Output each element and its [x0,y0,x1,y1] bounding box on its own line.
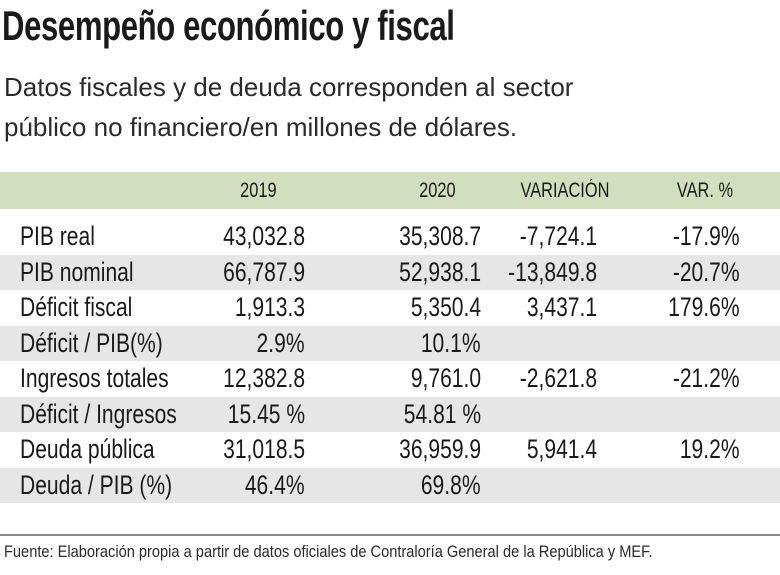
cell-text: 35,308.7 [399,221,481,251]
table-cell: 1,913.3 [105,290,305,325]
cell-text: -2,621.8 [519,363,597,393]
cell-text: 179.6% [668,292,740,322]
row-label: Deuda / PIB (%) [20,468,215,503]
column-header-text: 2019 [239,179,277,202]
table-cell: 9,761.0 [281,361,481,396]
table-cell: 54.81 % [281,397,481,432]
cell-text: Deuda pública [20,434,155,464]
table-cell: 52,938.1 [281,255,481,290]
cell-text: 2.9% [256,327,305,358]
cell-text: 19.2% [680,434,740,464]
cell-text: -7,724.1 [519,221,597,251]
cell-text: 1,913.3 [234,292,305,322]
cell-text: Ingresos totales [20,363,169,393]
column-header: 2020 [367,172,507,209]
table-cell: 5,350.4 [281,290,481,325]
cell-text: 66,787.9 [223,256,305,287]
column-header: VARIACIÓN [495,172,635,209]
column-header-text: 2020 [418,179,456,202]
column-header-text: VAR. % [676,179,734,202]
cell-text: -20.7% [673,256,740,287]
table-row: Ingresos totales 12,382.8 9,761.0 -2,621.8 -… [0,361,780,396]
subtitle-line-1: Datos fiscales y de deuda corresponden a… [4,72,574,102]
table-row: PIB nominal 66,787.9 52,938.1 -13,849.8 -20.… [0,254,780,290]
cell-text: PIB nominal [20,256,134,287]
table-cell: 35,308.7 [281,219,481,254]
cell-text: 36,959.9 [399,434,481,464]
cell-text: Déficit / Ingresos [20,398,177,429]
table-cell: -2,621.8 [397,361,597,396]
column-header: VAR. % [635,172,775,209]
table-cell: -21.2% [540,361,740,396]
table-cell: 2.9% [105,326,305,361]
cell-text: 52,938.1 [399,256,481,287]
table-cell: 12,382.8 [105,361,305,396]
cell-text: PIB real [20,221,95,251]
source-text: Fuente: Elaboración propia a partir de d… [4,542,653,561]
table-row: Déficit fiscal 1,913.3 5,350.4 3,437.1 179.6… [0,290,780,325]
table-cell: 36,959.9 [281,432,481,467]
table-row: PIB real 43,032.8 35,308.7 -7,724.1 -17.9% [0,219,780,254]
cell-text: 43,032.8 [223,221,305,251]
divider [0,534,780,536]
cell-text: 54.81 % [403,398,481,429]
cell-text: 3,437.1 [526,292,597,322]
table-cell: 66,787.9 [105,255,305,290]
column-header-text: VARIACIÓN [520,179,610,202]
table-row: Déficit / Ingresos 15.45 % 54.81 % [0,396,780,432]
table-cell: -17.9% [540,219,740,254]
table-cell: 5,941.4 [397,432,597,467]
column-header: 2019 [188,172,328,209]
cell-text: -17.9% [673,221,740,251]
table-cell: 3,437.1 [397,290,597,325]
table-cell: 43,032.8 [105,219,305,254]
cell-text: 10.1% [421,327,481,358]
table-cell [540,468,740,503]
table-cell: 15.45 % [105,397,305,432]
table-cell: 179.6% [540,290,740,325]
table-cell: 31,018.5 [105,432,305,467]
row-label: PIB real [20,219,116,254]
table-row: Déficit / PIB(%) 2.9% 10.1% [0,325,780,361]
cell-text: 12,382.8 [223,363,305,393]
row-label: Déficit fiscal [20,290,164,325]
cell-text: 69.8% [421,469,481,500]
table-cell: 10.1% [281,326,481,361]
cell-text: -21.2% [673,363,740,393]
cell-text: 5,941.4 [526,434,597,464]
cell-text: Déficit fiscal [20,292,133,322]
table-row: Deuda pública 31,018.5 36,959.9 5,941.4 19.2… [0,432,780,467]
table-cell [540,397,740,432]
table-cell [540,326,740,361]
table-cell: -13,849.8 [397,255,597,290]
cell-text: 46.4% [245,469,305,500]
table-cell: 19.2% [540,432,740,467]
page-title: Desempeño económico y fiscal [2,2,614,50]
cell-text: 15.45 % [227,398,305,429]
cell-text: Deuda / PIB (%) [20,469,173,500]
subtitle-line-2: público no financiero/en millones de dól… [4,112,518,142]
cell-text: -13,849.8 [508,256,597,287]
row-label: PIB nominal [20,255,166,290]
cell-text: 31,018.5 [223,434,305,464]
table-header-band [0,172,780,209]
row-label: Deuda pública [20,432,193,467]
table-cell: 69.8% [281,468,481,503]
cell-text: 5,350.4 [410,292,481,322]
table-cell: -20.7% [540,255,740,290]
table-cell: 46.4% [105,468,305,503]
row-label: Ingresos totales [20,361,211,396]
row-label: Déficit / PIB(%) [20,326,203,361]
cell-text: Déficit / PIB(%) [20,327,163,358]
table-cell: -7,724.1 [397,219,597,254]
source-note: Fuente: Elaboración propia a partir de d… [4,542,758,562]
title-text: Desempeño económico y fiscal [2,2,455,49]
row-label: Déficit / Ingresos [20,397,221,432]
cell-text: 9,761.0 [410,363,481,393]
table-row: Deuda / PIB (%) 46.4% 69.8% [0,467,780,503]
